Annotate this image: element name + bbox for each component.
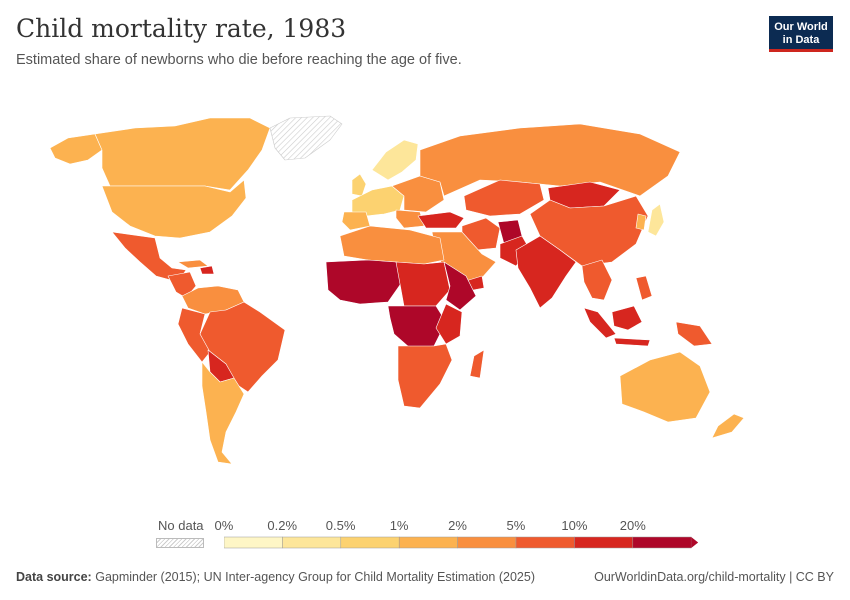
region-canada[interactable] [94, 117, 271, 191]
region-argentina-chile[interactable] [201, 361, 245, 465]
region-madagascar[interactable] [469, 349, 485, 379]
region-new-guinea[interactable] [675, 321, 713, 347]
region-central-asia[interactable] [463, 179, 545, 217]
chart-title: Child mortality rate, 1983 [16, 14, 347, 43]
legend-tick-label: 1% [389, 518, 409, 533]
region-southern-africa[interactable] [397, 343, 453, 409]
logo-line-2: in Data [782, 34, 820, 46]
region-turkey[interactable] [417, 211, 465, 229]
region-southeast-asia[interactable] [581, 259, 613, 301]
region-scandinavia[interactable] [371, 139, 419, 181]
region-australia[interactable] [619, 351, 711, 423]
legend-no-data-swatch[interactable] [156, 538, 204, 548]
legend-tick-label: 20% [619, 518, 646, 533]
owid-logo[interactable]: Our World in Data [769, 16, 833, 52]
region-north-africa[interactable] [339, 225, 445, 265]
legend-swatch[interactable] [632, 536, 692, 549]
legend-tick-label: 10% [561, 518, 588, 533]
region-iberia[interactable] [341, 211, 371, 231]
region-horn-of-africa[interactable] [443, 261, 477, 311]
region-russia[interactable] [419, 123, 681, 197]
region-cuba[interactable] [177, 259, 209, 269]
footer-url[interactable]: OurWorldinData.org/child-mortality | CC … [594, 570, 834, 584]
legend-tick-label: 2% [448, 518, 467, 533]
legend-swatch[interactable] [515, 536, 575, 549]
legend-swatch[interactable] [574, 536, 634, 549]
legend-tick-label: 5% [506, 518, 526, 533]
region-new-zealand[interactable] [711, 413, 745, 439]
region-india[interactable] [515, 235, 577, 309]
legend-tick-label: 0.2% [267, 518, 298, 533]
legend-arrow [691, 537, 698, 548]
footer-source-label: Data source: [16, 570, 92, 584]
region-east-africa[interactable] [435, 303, 463, 345]
legend-swatch[interactable] [457, 536, 517, 549]
footer-source-text: Gapminder (2015); UN Inter-agency Group … [95, 570, 535, 584]
region-uk[interactable] [351, 173, 367, 197]
region-haiti[interactable] [199, 265, 215, 275]
region-central-africa[interactable] [395, 261, 451, 307]
region-korea[interactable] [635, 213, 647, 231]
chart-subtitle: Estimated share of newborns who die befo… [16, 52, 462, 68]
legend-tick-label: 0% [214, 518, 234, 533]
region-balkans[interactable] [395, 209, 425, 229]
legend-color-scale [224, 536, 698, 549]
region-alaska[interactable] [49, 133, 103, 165]
legend-swatch[interactable] [398, 536, 458, 549]
region-philippines[interactable] [635, 275, 653, 301]
world-map[interactable] [0, 100, 850, 510]
logo-line-1: Our World [774, 21, 828, 33]
region-west-africa[interactable] [325, 259, 403, 305]
region-japan[interactable] [647, 203, 665, 237]
legend-swatch[interactable] [282, 536, 342, 549]
region-peru-ecuador[interactable] [177, 307, 211, 363]
legend-swatch[interactable] [340, 536, 400, 549]
region-sumatra[interactable] [583, 307, 617, 339]
region-greenland[interactable] [269, 115, 343, 161]
region-usa[interactable] [101, 179, 247, 239]
footer-source: Data source: Gapminder (2015); UN Inter-… [16, 570, 535, 584]
legend-swatch[interactable] [224, 536, 283, 549]
legend-tick-label: 0.5% [325, 518, 356, 533]
legend-no-data-label: No data [158, 518, 204, 533]
region-borneo-java[interactable] [611, 305, 651, 347]
